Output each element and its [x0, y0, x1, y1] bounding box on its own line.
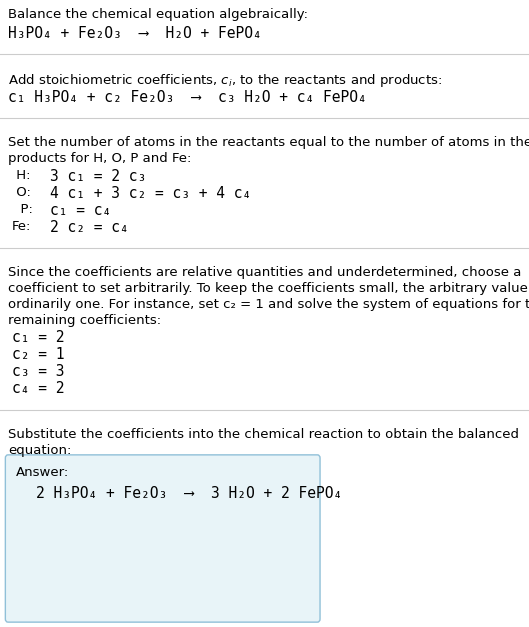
Text: Balance the chemical equation algebraically:: Balance the chemical equation algebraica… — [8, 8, 308, 21]
Text: Substitute the coefficients into the chemical reaction to obtain the balanced: Substitute the coefficients into the che… — [8, 428, 519, 441]
Text: c₁ = 2: c₁ = 2 — [12, 330, 65, 345]
Text: ordinarily one. For instance, set c₂ = 1 and solve the system of equations for t: ordinarily one. For instance, set c₂ = 1… — [8, 298, 529, 311]
Text: 4 c₁ + 3 c₂ = c₃ + 4 c₄: 4 c₁ + 3 c₂ = c₃ + 4 c₄ — [50, 186, 251, 201]
Text: Add stoichiometric coefficients, $c_i$, to the reactants and products:: Add stoichiometric coefficients, $c_i$, … — [8, 72, 442, 89]
Text: c₃ = 3: c₃ = 3 — [12, 364, 65, 379]
Text: c₄ = 2: c₄ = 2 — [12, 381, 65, 396]
Text: c₁ = c₄: c₁ = c₄ — [50, 203, 111, 218]
Text: Fe:: Fe: — [12, 220, 31, 233]
Text: coefficient to set arbitrarily. To keep the coefficients small, the arbitrary va: coefficient to set arbitrarily. To keep … — [8, 282, 529, 295]
Text: Answer:: Answer: — [16, 466, 69, 479]
Text: c₁ H₃PO₄ + c₂ Fe₂O₃  ⟶  c₃ H₂O + c₄ FePO₄: c₁ H₃PO₄ + c₂ Fe₂O₃ ⟶ c₃ H₂O + c₄ FePO₄ — [8, 90, 367, 105]
Text: P:: P: — [12, 203, 33, 216]
Text: Since the coefficients are relative quantities and underdetermined, choose a: Since the coefficients are relative quan… — [8, 266, 522, 279]
Text: Set the number of atoms in the reactants equal to the number of atoms in the: Set the number of atoms in the reactants… — [8, 136, 529, 149]
Text: c₂ = 1: c₂ = 1 — [12, 347, 65, 362]
Text: equation:: equation: — [8, 444, 71, 457]
Text: remaining coefficients:: remaining coefficients: — [8, 314, 161, 327]
Text: 3 c₁ = 2 c₃: 3 c₁ = 2 c₃ — [50, 169, 146, 184]
Text: H:: H: — [12, 169, 31, 182]
Text: O:: O: — [12, 186, 31, 199]
Text: 2 H₃PO₄ + Fe₂O₃  ⟶  3 H₂O + 2 FePO₄: 2 H₃PO₄ + Fe₂O₃ ⟶ 3 H₂O + 2 FePO₄ — [36, 486, 342, 501]
Text: 2 c₂ = c₄: 2 c₂ = c₄ — [50, 220, 129, 235]
Text: products for H, O, P and Fe:: products for H, O, P and Fe: — [8, 152, 191, 165]
Text: H₃PO₄ + Fe₂O₃  ⟶  H₂O + FePO₄: H₃PO₄ + Fe₂O₃ ⟶ H₂O + FePO₄ — [8, 26, 262, 41]
